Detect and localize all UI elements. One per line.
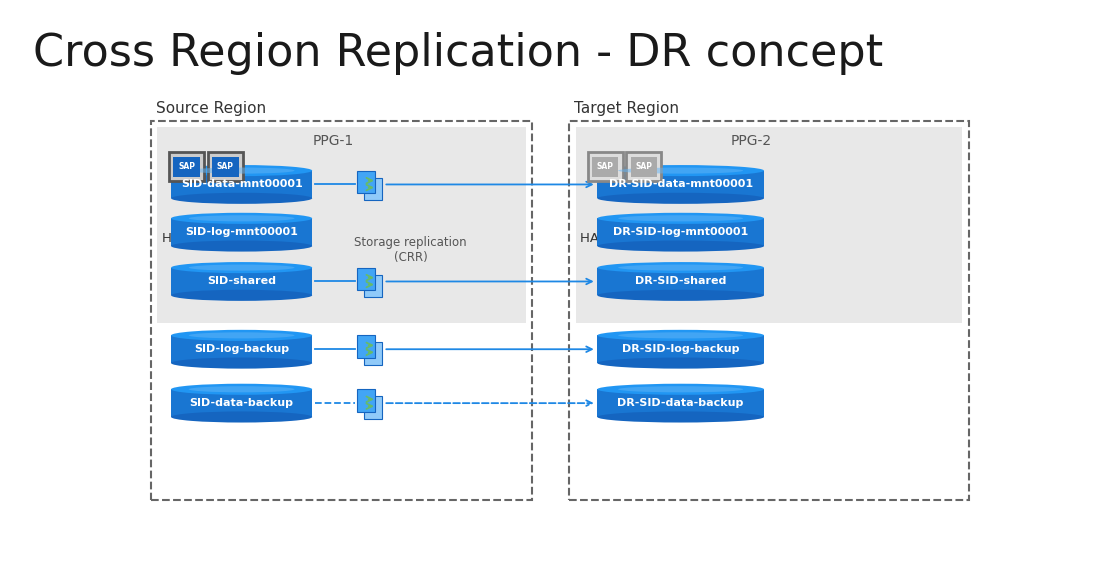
Ellipse shape: [597, 213, 764, 224]
Text: Source Region: Source Region: [156, 101, 265, 116]
FancyBboxPatch shape: [173, 157, 199, 177]
Text: SAP: SAP: [217, 162, 233, 171]
Text: Target Region: Target Region: [574, 101, 680, 116]
Ellipse shape: [597, 241, 764, 252]
FancyBboxPatch shape: [365, 275, 383, 297]
Text: SID-data-backup: SID-data-backup: [190, 398, 294, 408]
Bar: [597, 171, 764, 198]
Ellipse shape: [597, 357, 764, 368]
Text: HANA server (active): HANA server (active): [162, 231, 301, 245]
Ellipse shape: [618, 264, 743, 271]
Bar: [597, 268, 764, 295]
Ellipse shape: [171, 290, 312, 301]
Ellipse shape: [189, 386, 295, 392]
Ellipse shape: [597, 411, 764, 422]
Ellipse shape: [618, 332, 743, 338]
Ellipse shape: [189, 167, 295, 174]
FancyBboxPatch shape: [208, 152, 243, 181]
Ellipse shape: [189, 216, 295, 221]
Ellipse shape: [171, 357, 312, 368]
Ellipse shape: [171, 193, 312, 204]
Text: Storage replication
(CRR): Storage replication (CRR): [354, 236, 467, 264]
FancyBboxPatch shape: [169, 152, 204, 181]
FancyBboxPatch shape: [365, 342, 383, 365]
Ellipse shape: [171, 330, 312, 341]
Text: SAP: SAP: [636, 162, 652, 171]
Ellipse shape: [171, 241, 312, 252]
FancyBboxPatch shape: [630, 157, 657, 177]
Ellipse shape: [171, 262, 312, 273]
FancyBboxPatch shape: [357, 171, 375, 193]
Bar: [171, 218, 312, 246]
Bar: [171, 335, 312, 363]
Bar: [171, 268, 312, 295]
FancyBboxPatch shape: [357, 389, 375, 411]
Bar: [597, 389, 764, 417]
FancyBboxPatch shape: [575, 127, 962, 323]
Ellipse shape: [171, 213, 312, 224]
FancyBboxPatch shape: [213, 157, 239, 177]
Text: DR-SID-data-backup: DR-SID-data-backup: [617, 398, 744, 408]
Bar: [597, 218, 764, 246]
FancyBboxPatch shape: [592, 157, 618, 177]
Text: DR-SID-data-mnt00001: DR-SID-data-mnt00001: [608, 180, 753, 189]
Ellipse shape: [189, 264, 295, 271]
Text: DR-SID-shared: DR-SID-shared: [635, 277, 727, 286]
FancyBboxPatch shape: [357, 268, 375, 290]
FancyBboxPatch shape: [157, 127, 526, 323]
Text: PPG-2: PPG-2: [731, 134, 772, 148]
Ellipse shape: [597, 262, 764, 273]
FancyBboxPatch shape: [587, 152, 623, 181]
Ellipse shape: [597, 330, 764, 341]
Ellipse shape: [618, 167, 743, 174]
Bar: [597, 335, 764, 363]
Text: PPG-1: PPG-1: [312, 134, 353, 148]
Text: SID-log-backup: SID-log-backup: [194, 344, 289, 354]
Text: SID-data-mnt00001: SID-data-mnt00001: [181, 180, 302, 189]
Ellipse shape: [171, 165, 312, 176]
Text: Cross Region Replication - DR concept: Cross Region Replication - DR concept: [33, 32, 883, 75]
Text: SID-shared: SID-shared: [207, 277, 276, 286]
Ellipse shape: [171, 411, 312, 422]
FancyBboxPatch shape: [627, 152, 661, 181]
Text: HANA server (cold): HANA server (cold): [580, 231, 707, 245]
Ellipse shape: [189, 332, 295, 338]
Text: DR-SID-log-backup: DR-SID-log-backup: [621, 344, 740, 354]
FancyBboxPatch shape: [365, 396, 383, 418]
Ellipse shape: [597, 290, 764, 301]
Ellipse shape: [618, 216, 743, 221]
FancyBboxPatch shape: [357, 335, 375, 358]
Bar: [171, 171, 312, 198]
Ellipse shape: [618, 386, 743, 392]
Ellipse shape: [597, 383, 764, 395]
Bar: [171, 389, 312, 417]
Ellipse shape: [171, 383, 312, 395]
Ellipse shape: [597, 193, 764, 204]
FancyBboxPatch shape: [365, 178, 383, 200]
Text: SAP: SAP: [596, 162, 614, 171]
Text: SID-log-mnt00001: SID-log-mnt00001: [185, 227, 298, 237]
Text: DR-SID-log-mnt00001: DR-SID-log-mnt00001: [613, 227, 749, 237]
Ellipse shape: [597, 165, 764, 176]
Text: SAP: SAP: [178, 162, 195, 171]
